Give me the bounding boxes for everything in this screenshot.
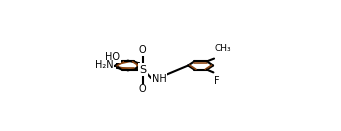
Text: S: S [139, 65, 146, 75]
Text: F: F [214, 76, 220, 86]
Text: O: O [139, 84, 147, 94]
Text: NH: NH [152, 74, 167, 84]
Text: O: O [139, 45, 147, 55]
Text: H₂N: H₂N [95, 61, 114, 70]
Text: CH₃: CH₃ [214, 44, 231, 53]
Text: HO: HO [105, 52, 120, 62]
